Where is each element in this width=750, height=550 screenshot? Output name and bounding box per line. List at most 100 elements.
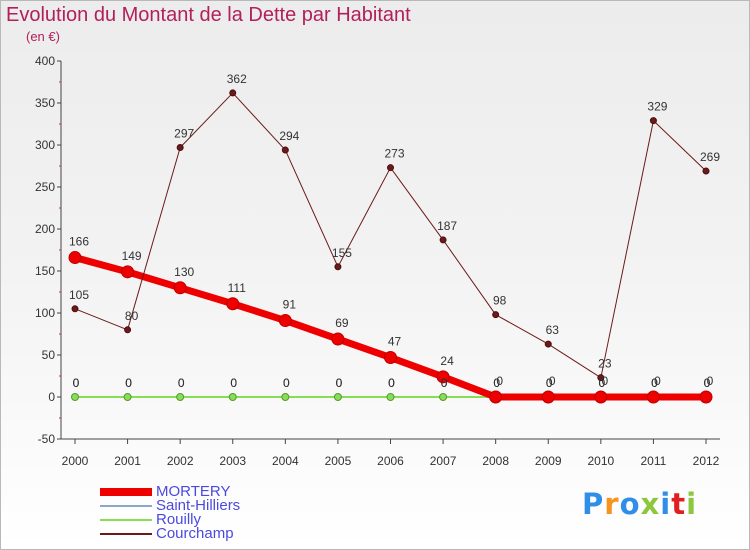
legend-label: MORTERY [156, 483, 231, 500]
y-tick-label: 150 [35, 264, 55, 278]
data-label-rouilly: 0 [704, 376, 711, 390]
marker-mortery [489, 390, 503, 404]
data-label-mortery: 0 [707, 374, 714, 388]
data-label-mortery: 0 [549, 374, 556, 388]
marker-courchamp [439, 236, 447, 244]
data-label-saint-hilliers: 0 [546, 376, 553, 390]
data-label-saint-hilliers: 0 [441, 376, 448, 390]
marker-rouilly [281, 393, 290, 401]
x-tick-label: 2006 [377, 454, 404, 468]
x-tick-label: 2008 [482, 454, 509, 468]
data-label-mortery: 91 [283, 298, 297, 312]
legend-label: Courchamp [156, 525, 234, 542]
marker-courchamp [124, 326, 132, 334]
data-label-saint-hilliers: 0 [230, 376, 237, 390]
marker-mortery [173, 281, 187, 295]
data-label-rouilly: 0 [546, 376, 553, 390]
data-label-saint-hilliers: 0 [178, 376, 185, 390]
y-tick-label: 0 [48, 390, 55, 404]
marker-courchamp [176, 144, 184, 152]
legend-swatch [100, 488, 152, 496]
data-label-saint-hilliers: 0 [125, 376, 132, 390]
data-label-saint-hilliers: 0 [283, 376, 290, 390]
y-tick-label: 50 [42, 348, 56, 362]
data-label-rouilly: 0 [125, 376, 132, 390]
legend-swatch [100, 505, 152, 507]
data-label-saint-hilliers: 0 [388, 376, 395, 390]
data-label-rouilly: 0 [283, 376, 290, 390]
marker-courchamp [71, 305, 79, 313]
series-markers [68, 89, 713, 404]
data-label-mortery: 0 [601, 374, 608, 388]
x-tick-label: 2011 [641, 454, 667, 468]
data-labels: 166 149 130 111 91 69 47 24 0 0 0 0 0 105 80 297 362 294 1… [69, 72, 720, 390]
data-label-courchamp: 362 [227, 72, 247, 86]
marker-rouilly [228, 393, 237, 401]
x-tick-label: 2005 [325, 454, 352, 468]
data-label-rouilly: 0 [388, 376, 395, 390]
marker-courchamp [387, 164, 394, 172]
data-label-courchamp: 155 [332, 246, 352, 260]
data-label-mortery: 47 [388, 335, 402, 349]
x-tick-label: 2007 [430, 454, 457, 468]
data-label-mortery: 149 [122, 249, 142, 263]
marker-courchamp [334, 263, 342, 271]
marker-mortery [121, 265, 135, 279]
marker-mortery [436, 370, 450, 384]
marker-mortery [226, 297, 240, 311]
marker-rouilly [439, 393, 448, 401]
marker-rouilly [176, 393, 185, 401]
y-tick-label: 250 [35, 180, 55, 194]
x-tick-label: 2003 [219, 454, 246, 468]
x-tick-label: 2000 [62, 454, 89, 468]
data-label-saint-hilliers: 0 [704, 376, 711, 390]
data-label-courchamp: 329 [647, 100, 667, 114]
x-tick-label: 2012 [693, 454, 720, 468]
x-tick-label: 2001 [114, 454, 141, 468]
legend-label: Rouilly [156, 511, 202, 528]
data-label-saint-hilliers: 0 [336, 376, 343, 390]
data-label-saint-hilliers: 0 [493, 376, 500, 390]
marker-mortery [384, 351, 397, 365]
data-label-courchamp: 297 [174, 127, 194, 141]
x-tick-label: 2009 [535, 454, 562, 468]
data-label-courchamp: 294 [279, 129, 299, 143]
marker-courchamp [492, 311, 500, 319]
data-label-saint-hilliers: 0 [73, 376, 80, 390]
data-label-courchamp: 273 [384, 147, 404, 161]
axes: -50 0 50 100 150 200 250 300 350 400 2000 2001 2002 2… [35, 54, 720, 468]
marker-courchamp [544, 340, 552, 348]
y-tick-label: 350 [35, 96, 55, 110]
marker-rouilly [123, 393, 132, 401]
legend-label: Saint-Hilliers [156, 497, 241, 514]
marker-courchamp [702, 167, 710, 175]
data-label-courchamp: 80 [125, 309, 139, 323]
data-label-courchamp: 98 [493, 294, 507, 308]
marker-mortery [699, 390, 713, 404]
marker-courchamp [281, 146, 289, 154]
chart-title: Evolution du Montant de la Dette par Hab… [6, 4, 411, 26]
marker-rouilly [333, 393, 342, 401]
legend-swatch [100, 533, 152, 535]
data-label-saint-hilliers: 0 [651, 376, 658, 390]
data-label-saint-hilliers: 0 [598, 376, 605, 390]
data-label-rouilly: 0 [336, 376, 343, 390]
x-tick-label: 2002 [167, 454, 194, 468]
marker-mortery [541, 390, 555, 404]
marker-rouilly [71, 393, 79, 401]
y-tick-label: 100 [35, 306, 55, 320]
y-tick-label: -50 [38, 432, 56, 446]
data-label-mortery: 166 [69, 235, 89, 249]
marker-courchamp [597, 374, 605, 382]
data-label-rouilly: 0 [651, 376, 658, 390]
marker-mortery [594, 390, 608, 404]
x-tick-label: 2010 [587, 454, 614, 468]
data-label-mortery: 0 [654, 374, 661, 388]
marker-courchamp [649, 117, 657, 125]
data-label-mortery: 111 [228, 281, 247, 295]
unit-label: (en €) [26, 29, 60, 44]
marker-courchamp [229, 89, 237, 97]
marker-mortery [68, 251, 82, 265]
y-tick-label: 400 [35, 54, 55, 68]
proxiti-logo: Proxiti [582, 487, 698, 521]
